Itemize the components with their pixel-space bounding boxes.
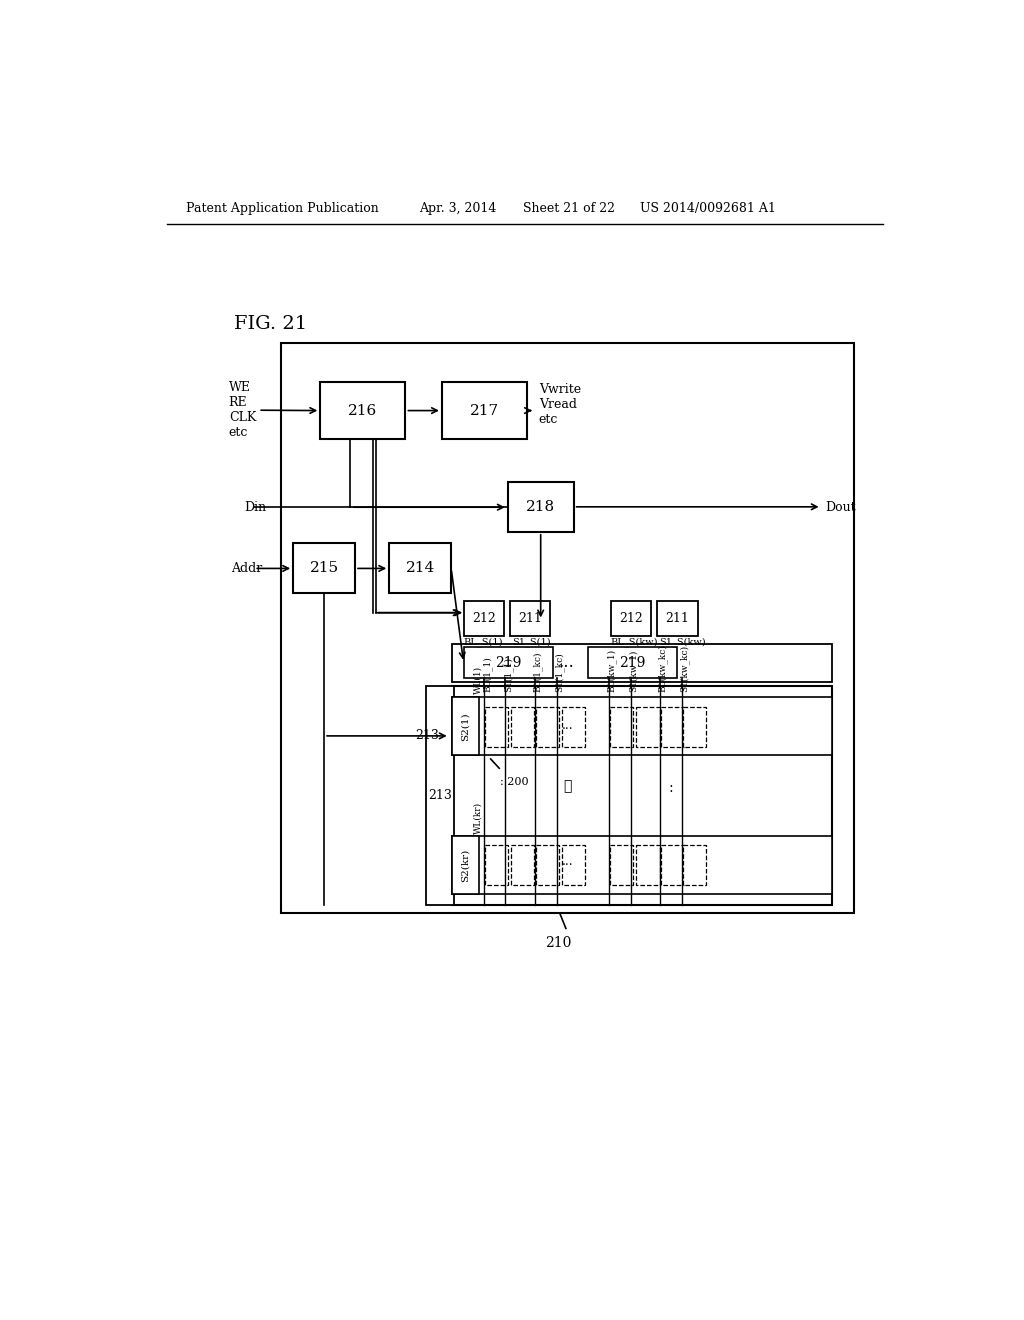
Text: ...: ...: [561, 719, 573, 733]
Bar: [321, 381, 406, 440]
Bar: [683, 706, 707, 747]
Text: S1(kw_1): S1(kw_1): [629, 649, 638, 692]
Bar: [442, 381, 527, 440]
Bar: [610, 706, 633, 747]
Text: 216: 216: [348, 404, 378, 417]
Text: 214: 214: [406, 561, 435, 576]
Text: Patent Application Publication: Patent Application Publication: [186, 202, 379, 215]
Bar: [389, 544, 452, 594]
Text: BL(kw_1): BL(kw_1): [606, 649, 616, 692]
Text: S1_S(kw): S1_S(kw): [658, 638, 706, 647]
Text: 219: 219: [495, 656, 521, 669]
Text: Vwrite
Vread
etc: Vwrite Vread etc: [539, 383, 581, 426]
Bar: [452, 697, 479, 755]
Text: 215: 215: [309, 561, 339, 576]
Bar: [293, 544, 355, 594]
Text: FIG. 21: FIG. 21: [234, 315, 307, 333]
Text: BL(kw_kc): BL(kw_kc): [657, 644, 668, 692]
Text: ...: ...: [561, 855, 573, 869]
Bar: [452, 686, 831, 906]
Text: :: :: [669, 781, 673, 795]
Bar: [636, 706, 659, 747]
Text: S1(kw_kc): S1(kw_kc): [680, 645, 689, 692]
Bar: [484, 706, 508, 747]
Text: Din: Din: [245, 500, 266, 513]
Text: Apr. 3, 2014: Apr. 3, 2014: [419, 202, 496, 215]
Bar: [562, 845, 586, 886]
Text: S1(1_kc): S1(1_kc): [554, 652, 564, 692]
Bar: [452, 697, 831, 755]
Bar: [662, 706, 684, 747]
Bar: [536, 845, 559, 886]
Text: WL(kr): WL(kr): [473, 803, 482, 834]
Bar: [657, 601, 697, 636]
Text: S2(kr): S2(kr): [461, 849, 470, 882]
Text: 218: 218: [526, 500, 555, 513]
Bar: [536, 706, 559, 747]
Text: BL(1_kc): BL(1_kc): [532, 652, 542, 692]
Text: ⋱: ⋱: [563, 779, 571, 793]
Text: 212: 212: [620, 612, 643, 624]
Text: BL_S(kw): BL_S(kw): [611, 638, 658, 647]
Bar: [636, 845, 659, 886]
Text: 212: 212: [472, 612, 496, 624]
Text: ...: ...: [559, 655, 574, 672]
Text: Sheet 21 of 22: Sheet 21 of 22: [523, 202, 615, 215]
Text: BL_S(1): BL_S(1): [464, 638, 503, 647]
Text: WL(1): WL(1): [473, 665, 482, 693]
Bar: [281, 343, 854, 913]
Text: 213: 213: [428, 789, 452, 803]
Bar: [426, 686, 454, 906]
Bar: [484, 845, 508, 886]
Bar: [562, 706, 586, 747]
Text: S1_S(1): S1_S(1): [512, 638, 551, 647]
Bar: [464, 601, 504, 636]
Bar: [510, 601, 550, 636]
Bar: [611, 601, 651, 636]
Bar: [464, 647, 553, 678]
Text: 217: 217: [470, 404, 499, 417]
Bar: [662, 845, 684, 886]
Text: Addr: Addr: [231, 561, 262, 574]
Text: US 2014/0092681 A1: US 2014/0092681 A1: [640, 202, 775, 215]
Bar: [511, 706, 535, 747]
Text: S2(1): S2(1): [461, 711, 470, 741]
Text: 210: 210: [545, 936, 571, 950]
Text: 211: 211: [666, 612, 689, 624]
Text: S1(1_1): S1(1_1): [504, 657, 513, 692]
Bar: [452, 836, 831, 894]
Bar: [508, 482, 573, 532]
Text: BL(1_1): BL(1_1): [482, 656, 493, 692]
Text: WE
RE
CLK
etc: WE RE CLK etc: [228, 381, 256, 440]
Bar: [683, 845, 707, 886]
Text: 213: 213: [415, 730, 438, 742]
Bar: [452, 644, 831, 682]
Text: Dout: Dout: [825, 500, 856, 513]
Text: : 200: : 200: [500, 777, 528, 787]
Bar: [588, 647, 677, 678]
Text: 219: 219: [618, 656, 645, 669]
Bar: [511, 845, 535, 886]
Bar: [610, 845, 633, 886]
Text: 211: 211: [518, 612, 542, 624]
Bar: [452, 836, 479, 894]
